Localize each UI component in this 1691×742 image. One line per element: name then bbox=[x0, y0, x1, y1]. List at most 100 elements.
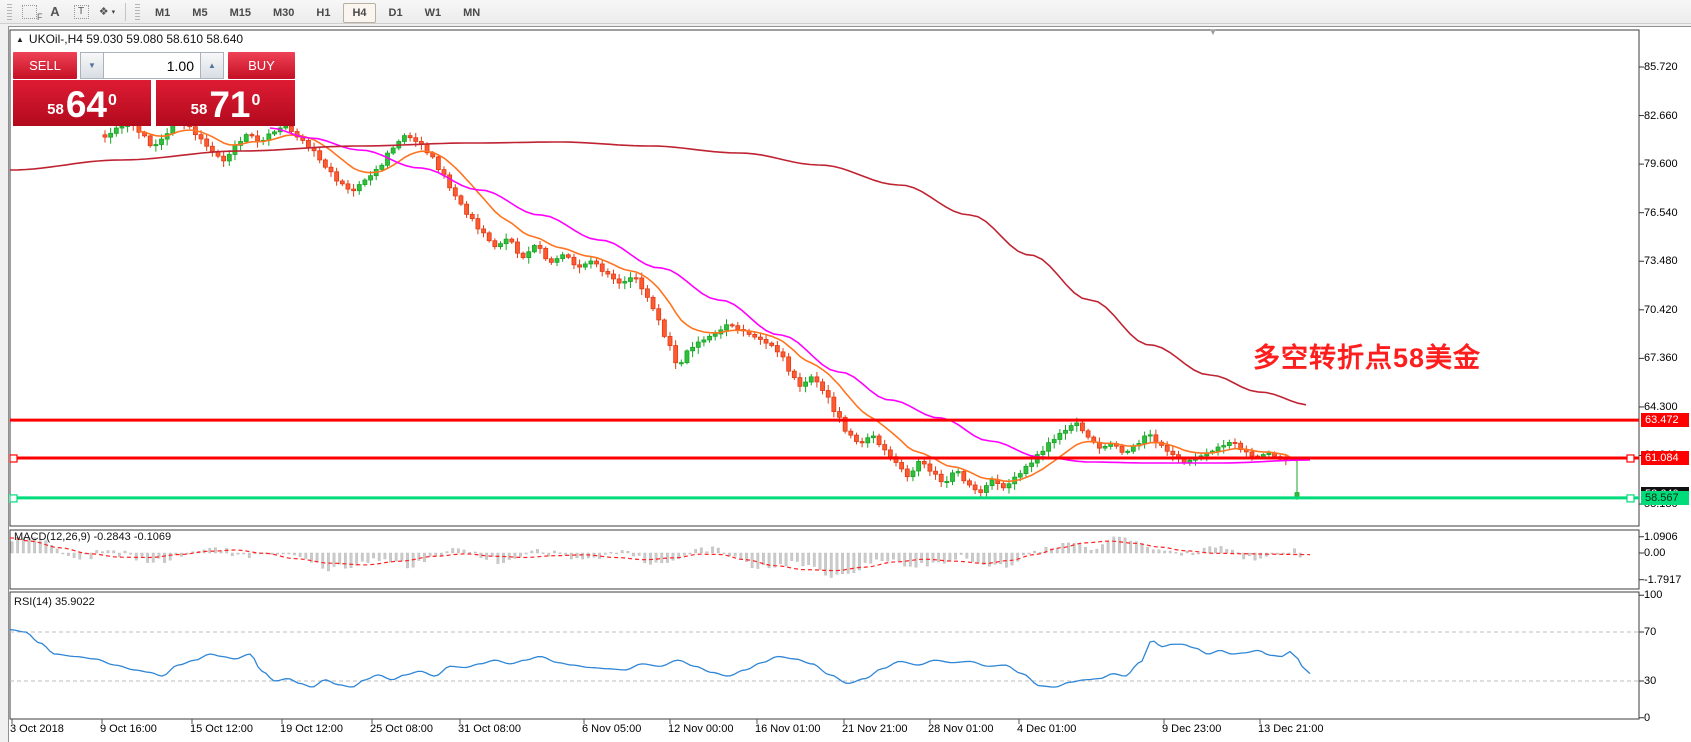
timeframe-button-m1[interactable]: M1 bbox=[155, 6, 171, 19]
date-label: 25 Oct 08:00 bbox=[370, 723, 433, 735]
macd-histogram-bar bbox=[615, 552, 618, 555]
indicators-button[interactable]: F bbox=[19, 2, 43, 22]
macd-histogram-bar bbox=[298, 552, 302, 557]
candle-body bbox=[469, 213, 475, 219]
buy-price-display[interactable]: 58 71 0 bbox=[156, 80, 295, 126]
macd-histogram-bar bbox=[10, 541, 14, 554]
candle-body bbox=[763, 339, 769, 344]
macd-histogram-bar bbox=[1010, 552, 1014, 566]
macd-histogram-bar bbox=[445, 551, 449, 554]
level-anchor-left[interactable] bbox=[9, 494, 18, 503]
collapse-triangle-icon[interactable]: ▲ bbox=[16, 35, 24, 44]
candle-body bbox=[204, 138, 210, 147]
rsi-axis-label: 30 bbox=[1644, 675, 1657, 687]
macd-histogram-bar bbox=[496, 552, 500, 564]
timeframe-button-m30[interactable]: M30 bbox=[272, 6, 295, 19]
macd-histogram-bar bbox=[61, 552, 65, 555]
timeframe-button-m15[interactable]: M15 bbox=[229, 6, 251, 19]
price-tick-label: 73.480 bbox=[1644, 255, 1678, 268]
chart-shift-marker-icon[interactable]: ▼ bbox=[1208, 27, 1218, 38]
candle-body bbox=[458, 195, 464, 205]
macd-histogram-bar bbox=[428, 552, 432, 557]
candle-body bbox=[729, 324, 735, 327]
timeframe-button-d1[interactable]: D1 bbox=[388, 6, 403, 19]
timeframe-button-mn[interactable]: MN bbox=[463, 6, 481, 19]
macd-histogram-bar bbox=[852, 552, 856, 573]
macd-histogram-bar bbox=[1180, 552, 1183, 556]
chart-annotation-text[interactable]: 多空转折点58美金 bbox=[1253, 343, 1482, 373]
candle-body bbox=[916, 461, 921, 472]
candle-body bbox=[362, 179, 368, 185]
candle-body bbox=[447, 174, 453, 189]
macd-histogram-bar bbox=[281, 552, 285, 555]
macd-label: MACD(12,26,9) -0.2843 -0.1069 bbox=[14, 531, 172, 543]
date-label: 19 Oct 12:00 bbox=[280, 723, 343, 735]
macd-histogram-bar bbox=[1095, 548, 1099, 554]
candle-body bbox=[108, 132, 114, 138]
macd-histogram-bar bbox=[818, 552, 822, 570]
sell-button[interactable]: SELL bbox=[13, 52, 77, 79]
candle-body bbox=[842, 416, 848, 432]
macd-histogram-bar bbox=[536, 549, 539, 554]
candle-body bbox=[498, 243, 503, 248]
toolbar-grip[interactable] bbox=[7, 3, 12, 20]
volume-decrease-button[interactable]: ▼ bbox=[80, 52, 104, 79]
macd-histogram-bar bbox=[377, 552, 381, 561]
macd-histogram-bar bbox=[129, 552, 133, 555]
candle-body bbox=[808, 376, 814, 383]
candle-body bbox=[1023, 466, 1029, 475]
buy-button[interactable]: BUY bbox=[228, 52, 295, 79]
macd-histogram-bar bbox=[982, 552, 986, 565]
font-button[interactable]: A bbox=[45, 2, 65, 22]
level-anchor-left[interactable] bbox=[9, 454, 18, 463]
buy-price-prefix: 58 bbox=[190, 101, 208, 118]
macd-histogram-bar bbox=[824, 552, 828, 576]
volume-input[interactable] bbox=[104, 52, 200, 79]
macd-histogram-bar bbox=[1067, 542, 1070, 554]
candle-body bbox=[1119, 445, 1125, 453]
macd-histogram-bar bbox=[440, 552, 443, 556]
timeframe-button-h1[interactable]: H1 bbox=[316, 6, 331, 19]
macd-histogram-bar bbox=[213, 547, 217, 554]
macd-histogram-bar bbox=[89, 552, 93, 560]
candle-body bbox=[328, 166, 334, 173]
macd-histogram-bar bbox=[27, 537, 31, 554]
rsi-axis-label: 100 bbox=[1644, 589, 1663, 602]
level-anchor-right[interactable] bbox=[1626, 454, 1635, 463]
macd-histogram-bar bbox=[846, 552, 850, 574]
candle-body bbox=[1153, 434, 1159, 443]
rsi-panel-frame[interactable] bbox=[9, 591, 1640, 720]
timeframe-button-m5[interactable]: M5 bbox=[192, 6, 208, 19]
slow-ma-line bbox=[9, 141, 1307, 406]
candle-body bbox=[927, 463, 933, 472]
sell-price-display[interactable]: 58 64 0 bbox=[13, 80, 151, 126]
candle-body bbox=[989, 479, 995, 487]
candle-body bbox=[1046, 442, 1051, 452]
candle-body bbox=[351, 188, 357, 192]
objects-button[interactable]: ❖ ▾ bbox=[97, 2, 117, 22]
candle-body bbox=[865, 437, 871, 444]
timeframe-button-h4[interactable]: H4 bbox=[343, 2, 376, 23]
macd-histogram-bar bbox=[976, 552, 980, 564]
chevron-down-icon[interactable]: ▾ bbox=[111, 8, 116, 16]
candle-body bbox=[695, 341, 701, 348]
date-label: 13 Dec 21:00 bbox=[1258, 723, 1324, 735]
volume-increase-button[interactable]: ▲ bbox=[200, 52, 224, 79]
candle-body bbox=[368, 175, 373, 181]
macd-histogram-bar bbox=[762, 552, 765, 566]
text-label-button[interactable]: T bbox=[71, 2, 91, 22]
price-tick-label: 70.420 bbox=[1644, 303, 1678, 316]
macd-histogram-bar bbox=[1038, 552, 1042, 554]
macd-histogram-bar bbox=[694, 549, 698, 554]
level-price-badge: 58.567 bbox=[1641, 490, 1689, 505]
timeframe-button-w1[interactable]: W1 bbox=[424, 6, 442, 19]
macd-histogram-bar bbox=[745, 552, 748, 562]
candle-body bbox=[1181, 458, 1187, 463]
macd-histogram-bar bbox=[21, 537, 25, 554]
level-anchor-right[interactable] bbox=[1626, 494, 1635, 503]
macd-histogram-bar bbox=[1089, 549, 1093, 554]
toolbar-grip-2[interactable] bbox=[135, 3, 140, 20]
macd-histogram-bar bbox=[716, 547, 720, 554]
macd-histogram-bar bbox=[1270, 552, 1274, 555]
